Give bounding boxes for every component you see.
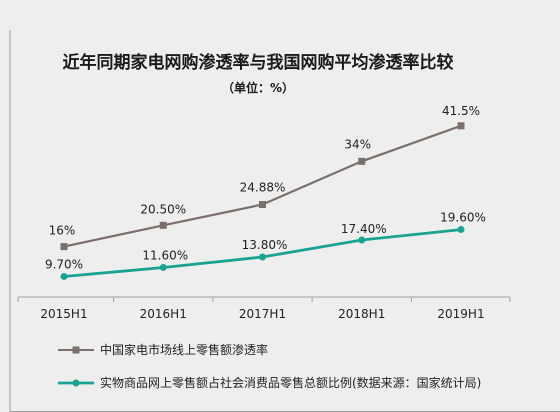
legend: 中国家电市场线上零售额渗透率实物商品网上零售额占社会消费品零售总额比例(数据来源… (58, 342, 481, 390)
data-point (457, 226, 465, 234)
data-label: 41.5% (442, 104, 480, 118)
data-label: 24.88% (240, 181, 286, 195)
x-tick-label: 2016H1 (140, 307, 187, 321)
data-label: 16% (49, 224, 76, 238)
data-label: 13.80% (242, 238, 288, 252)
data-label: 17.40% (341, 222, 387, 236)
series-line-2 (63, 228, 462, 278)
data-point (259, 253, 266, 261)
data-point (358, 157, 366, 165)
legend-label-1: 中国家电市场线上零售额渗透率 (100, 342, 268, 357)
legend-label-2: 实物商品网上零售额占社会消费品零售总额比例(数据来源：国家统计局) (100, 375, 481, 390)
x-tick-label: 2019H1 (437, 307, 484, 321)
data-point (159, 221, 167, 229)
x-tick-label: 2015H1 (40, 307, 87, 321)
data-label: 34% (344, 137, 371, 151)
data-point (457, 122, 465, 130)
data-label: 11.60% (142, 248, 188, 262)
x-tick-label: 2017H1 (239, 307, 286, 321)
chart-subtitle: （单位：%） (222, 80, 294, 95)
legend-marker (72, 379, 80, 387)
data-label: 9.70% (45, 257, 83, 271)
data-point (60, 243, 68, 251)
plot-area: 2015H1 2016H1 2017H1 2018H1 2019H1 16% 20.50% 2… (17, 104, 511, 321)
data-point (358, 236, 366, 244)
legend-marker (72, 346, 80, 354)
data-point (259, 201, 266, 209)
data-label: 19.60% (440, 211, 486, 225)
x-tick-label: 2018H1 (338, 307, 385, 321)
data-label: 20.50% (140, 202, 186, 216)
data-point (159, 263, 167, 271)
data-point (60, 272, 68, 280)
chart-title: 近年同期家电网购渗透率与我国网购平均渗透率比较 (63, 52, 454, 73)
